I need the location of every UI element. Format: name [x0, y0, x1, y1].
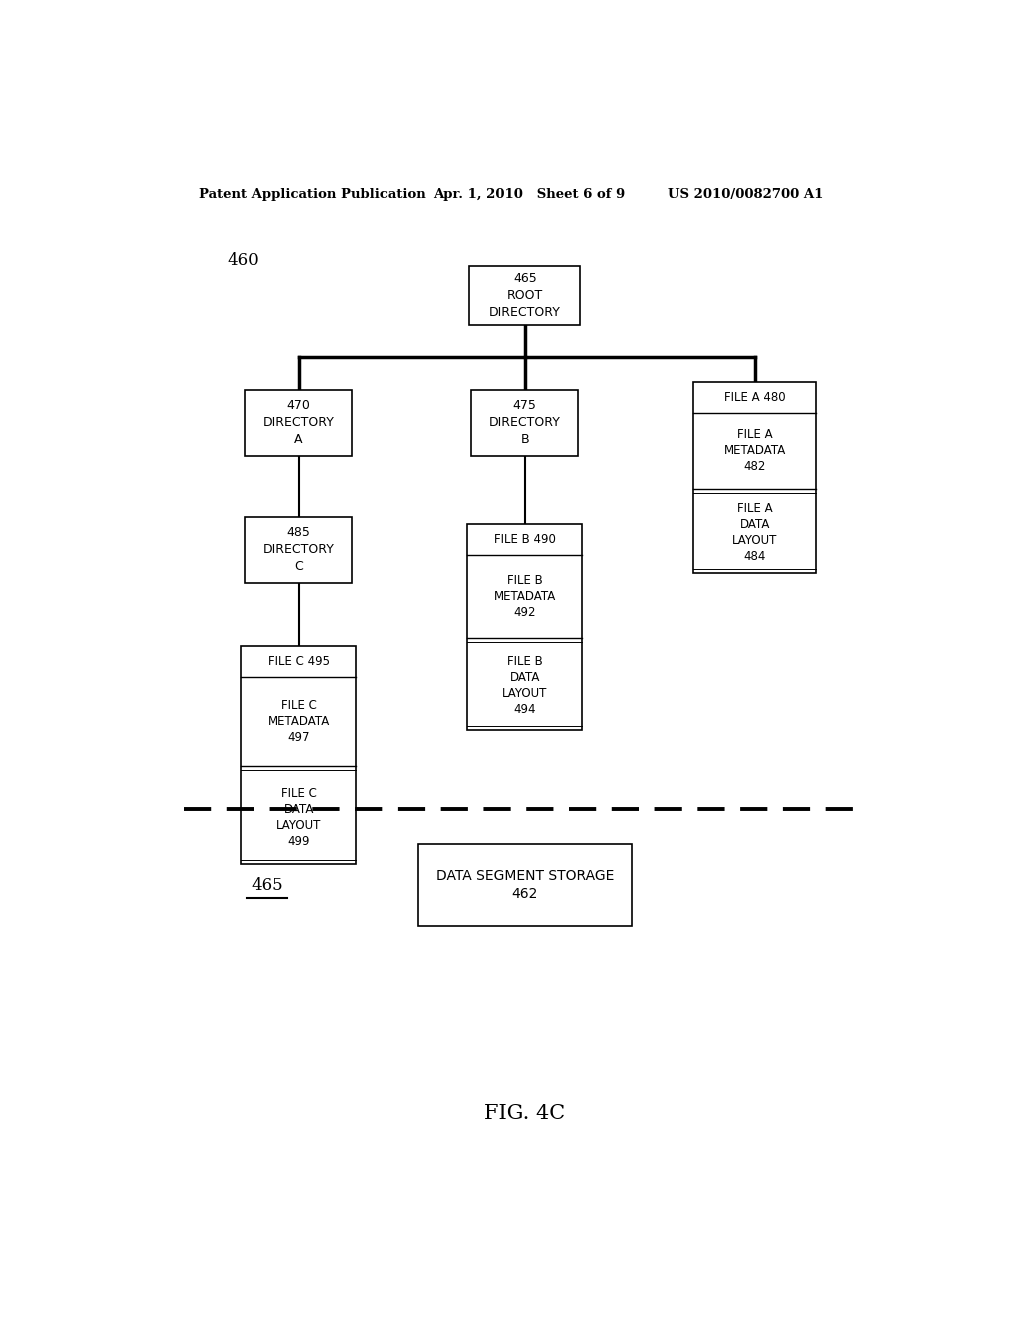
Bar — [418, 845, 632, 925]
Text: Apr. 1, 2010   Sheet 6 of 9: Apr. 1, 2010 Sheet 6 of 9 — [433, 189, 626, 202]
Text: 465: 465 — [251, 876, 283, 894]
Text: FILE A
METADATA
482: FILE A METADATA 482 — [724, 428, 786, 473]
Bar — [471, 389, 579, 455]
Bar — [467, 524, 583, 730]
Bar — [245, 389, 352, 455]
Text: Patent Application Publication: Patent Application Publication — [200, 189, 426, 202]
Text: FILE B
METADATA
492: FILE B METADATA 492 — [494, 574, 556, 619]
Text: FIG. 4C: FIG. 4C — [484, 1105, 565, 1123]
Text: FILE A 480: FILE A 480 — [724, 391, 785, 404]
Text: 485
DIRECTORY
C: 485 DIRECTORY C — [263, 527, 335, 573]
Bar — [245, 516, 352, 582]
Text: FILE C
DATA
LAYOUT
499: FILE C DATA LAYOUT 499 — [275, 787, 322, 847]
Text: 470
DIRECTORY
A: 470 DIRECTORY A — [263, 399, 335, 446]
Bar — [693, 381, 816, 573]
Bar — [241, 647, 356, 863]
Text: FILE C
METADATA
497: FILE C METADATA 497 — [267, 700, 330, 744]
Text: FILE C 495: FILE C 495 — [267, 655, 330, 668]
Text: 465
ROOT
DIRECTORY: 465 ROOT DIRECTORY — [488, 272, 561, 319]
Text: US 2010/0082700 A1: US 2010/0082700 A1 — [668, 189, 823, 202]
Text: 475
DIRECTORY
B: 475 DIRECTORY B — [488, 399, 561, 446]
Bar — [469, 267, 581, 325]
Text: FILE B
DATA
LAYOUT
494: FILE B DATA LAYOUT 494 — [502, 656, 548, 717]
Text: 460: 460 — [227, 252, 259, 268]
Text: DATA SEGMENT STORAGE
462: DATA SEGMENT STORAGE 462 — [435, 869, 614, 902]
Text: FILE A
DATA
LAYOUT
484: FILE A DATA LAYOUT 484 — [732, 503, 777, 564]
Text: FILE B 490: FILE B 490 — [494, 533, 556, 546]
